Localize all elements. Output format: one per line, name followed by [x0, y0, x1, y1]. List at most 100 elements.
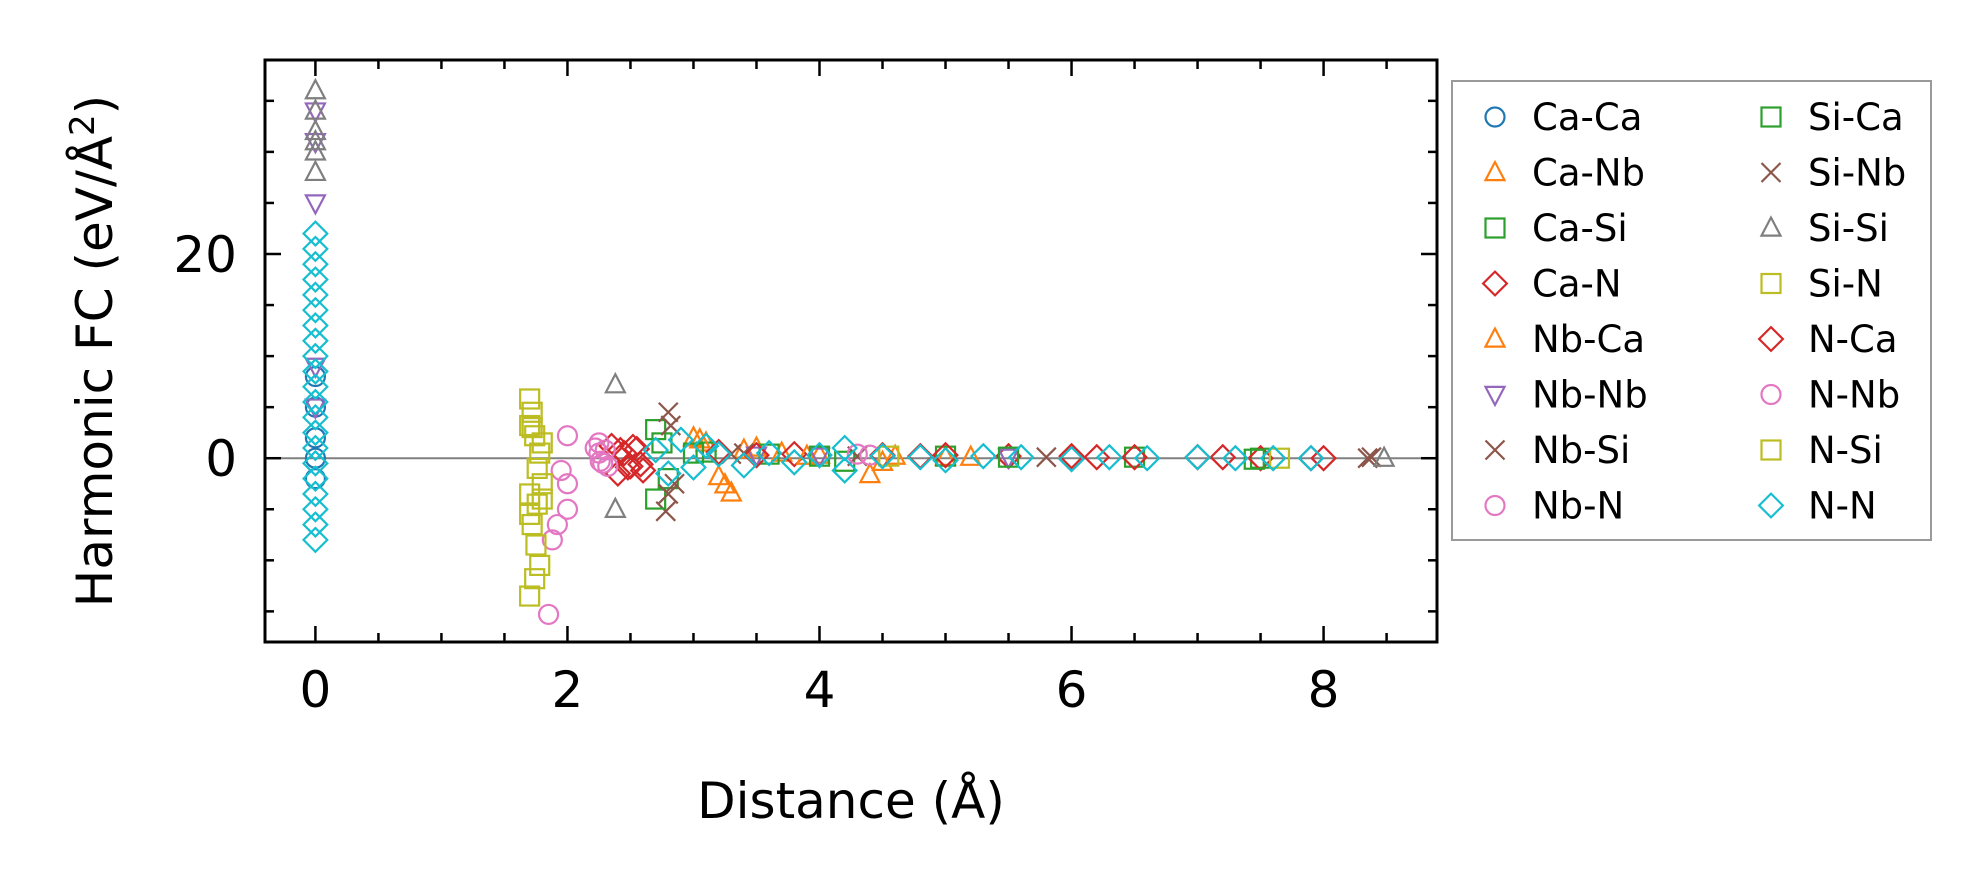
- point-ca-nb-1: [694, 430, 718, 452]
- legend-entry-n-si: N-Si: [1760, 429, 1883, 472]
- point-nb-si-2: [655, 501, 677, 522]
- point-n-nb-0: [584, 437, 606, 459]
- point-ca-nb-7: [858, 461, 882, 484]
- point-n-n-11: [301, 388, 329, 416]
- point-nb-si-0: [657, 401, 679, 423]
- point-n-n-12: [301, 403, 329, 431]
- point-n-n-30: [806, 441, 833, 469]
- x-axis-title: Distance (Å): [697, 772, 1005, 830]
- point-n-n-7: [301, 327, 329, 355]
- series-n-si: [521, 416, 1291, 515]
- legend-label-nb-nb: Nb-Nb: [1532, 374, 1648, 417]
- point-n-si-1: [526, 493, 548, 515]
- legend-label-ca-ca: Ca-Ca: [1532, 96, 1642, 139]
- point-si-n-3: [524, 425, 546, 447]
- legend-label-ca-nb: Ca-Nb: [1532, 152, 1645, 195]
- point-si-n-7: [525, 534, 547, 556]
- legend-entry-n-ca: N-Ca: [1757, 318, 1898, 361]
- point-ca-si-0: [645, 419, 667, 441]
- point-nb-ca-0: [688, 427, 712, 449]
- legend-marker-si-n: [1760, 272, 1782, 295]
- point-si-nb-0: [657, 483, 679, 505]
- point-n-n-24: [680, 453, 707, 481]
- point-nb-ca-1: [713, 471, 737, 494]
- point-si-n-11: [526, 457, 548, 480]
- legend-marker-ca-si: [1484, 217, 1506, 239]
- point-ca-n-9: [932, 441, 959, 469]
- legend-entry-ca-n: Ca-N: [1481, 263, 1622, 306]
- x-tick-label: 4: [804, 661, 836, 719]
- point-nb-n-3: [537, 603, 560, 626]
- y-tick-label: 0: [205, 430, 237, 488]
- point-n-n-15: [301, 449, 329, 477]
- point-n-n-19: [301, 511, 329, 539]
- legend-entry-n-nb: N-Nb: [1760, 374, 1900, 417]
- series-n-n: [301, 220, 1325, 554]
- point-n-n-27: [730, 451, 758, 479]
- series-n-nb: [584, 437, 868, 477]
- point-si-si-4: [304, 139, 327, 161]
- legend-entry-nb-nb: Nb-Nb: [1483, 374, 1648, 417]
- point-n-n-13: [301, 419, 329, 447]
- point-nb-ca-5: [959, 444, 983, 466]
- y-tick-label: 20: [173, 226, 237, 284]
- point-si-n-6: [521, 513, 543, 536]
- point-n-nb-3: [597, 455, 619, 477]
- legend-marker-ca-ca: [1484, 106, 1506, 128]
- point-si-n-13: [531, 473, 553, 495]
- point-n-n-33: [869, 442, 896, 470]
- point-n-n-32: [831, 457, 859, 484]
- point-ca-n-11: [1058, 442, 1085, 470]
- series-si-n: [519, 388, 553, 607]
- point-n-n-17: [301, 480, 329, 508]
- point-si-n-0: [519, 388, 541, 410]
- point-n-n-3: [301, 266, 329, 293]
- point-si-n-14: [531, 488, 553, 510]
- point-n-n-5: [301, 296, 329, 324]
- point-si-si-0: [304, 77, 327, 100]
- legend-label-ca-si: Ca-Si: [1532, 207, 1628, 250]
- legend-label-si-si: Si-Si: [1808, 207, 1889, 250]
- point-nb-ca-3: [795, 443, 819, 465]
- point-ca-n-15: [1310, 444, 1338, 472]
- legend-entry-ca-nb: Ca-Nb: [1483, 152, 1645, 195]
- plot-frame: [263, 58, 1439, 644]
- point-n-n-18: [301, 495, 329, 523]
- point-n-n-8: [301, 342, 329, 370]
- legend-entry-nb-n: Nb-N: [1484, 485, 1624, 528]
- point-n-n-2: [301, 250, 329, 278]
- legend: Ca-Ca Ca-Nb Ca-Si Ca-N Nb-Ca Nb-Nb Nb-Si Nb-N Si…: [1451, 80, 1932, 541]
- point-n-ca-6: [1083, 443, 1111, 471]
- legend-label-n-ca: N-Ca: [1808, 318, 1898, 361]
- point-si-ca-0: [645, 488, 667, 510]
- point-ca-si-5: [834, 450, 856, 472]
- point-si-si-8: [1372, 445, 1396, 467]
- x-tick-label: 8: [1308, 661, 1340, 719]
- point-ca-n-7: [780, 440, 808, 468]
- point-n-nb-2: [594, 439, 616, 461]
- legend-label-n-nb: N-Nb: [1808, 374, 1900, 417]
- legend-marker-si-ca: [1760, 106, 1782, 128]
- point-n-n-29: [780, 448, 808, 476]
- point-n-n-35: [932, 446, 959, 474]
- point-n-n-21: [642, 436, 670, 464]
- point-ca-n-13: [1184, 443, 1211, 471]
- legend-label-ca-n: Ca-N: [1532, 263, 1622, 306]
- x-tick-label: 2: [552, 661, 584, 719]
- point-nb-si-6: [1036, 446, 1057, 468]
- axis-ticks: [265, 60, 1437, 642]
- series-si-si: [304, 77, 1396, 518]
- point-n-si-2: [531, 432, 553, 454]
- legend-marker-n-n: [1757, 492, 1785, 519]
- legend-entry-ca-ca: Ca-Ca: [1484, 96, 1642, 139]
- point-n-n-20: [301, 526, 329, 554]
- point-ca-si-2: [657, 468, 679, 490]
- legend-label-nb-n: Nb-N: [1532, 485, 1624, 528]
- point-n-n-4: [301, 281, 329, 309]
- legend-entry-si-n: Si-N: [1760, 263, 1883, 306]
- y-axis-title-close: ): [66, 95, 124, 115]
- point-n-n-36: [969, 442, 997, 470]
- legend-marker-n-si: [1760, 439, 1782, 461]
- point-n-ca-4: [743, 441, 770, 469]
